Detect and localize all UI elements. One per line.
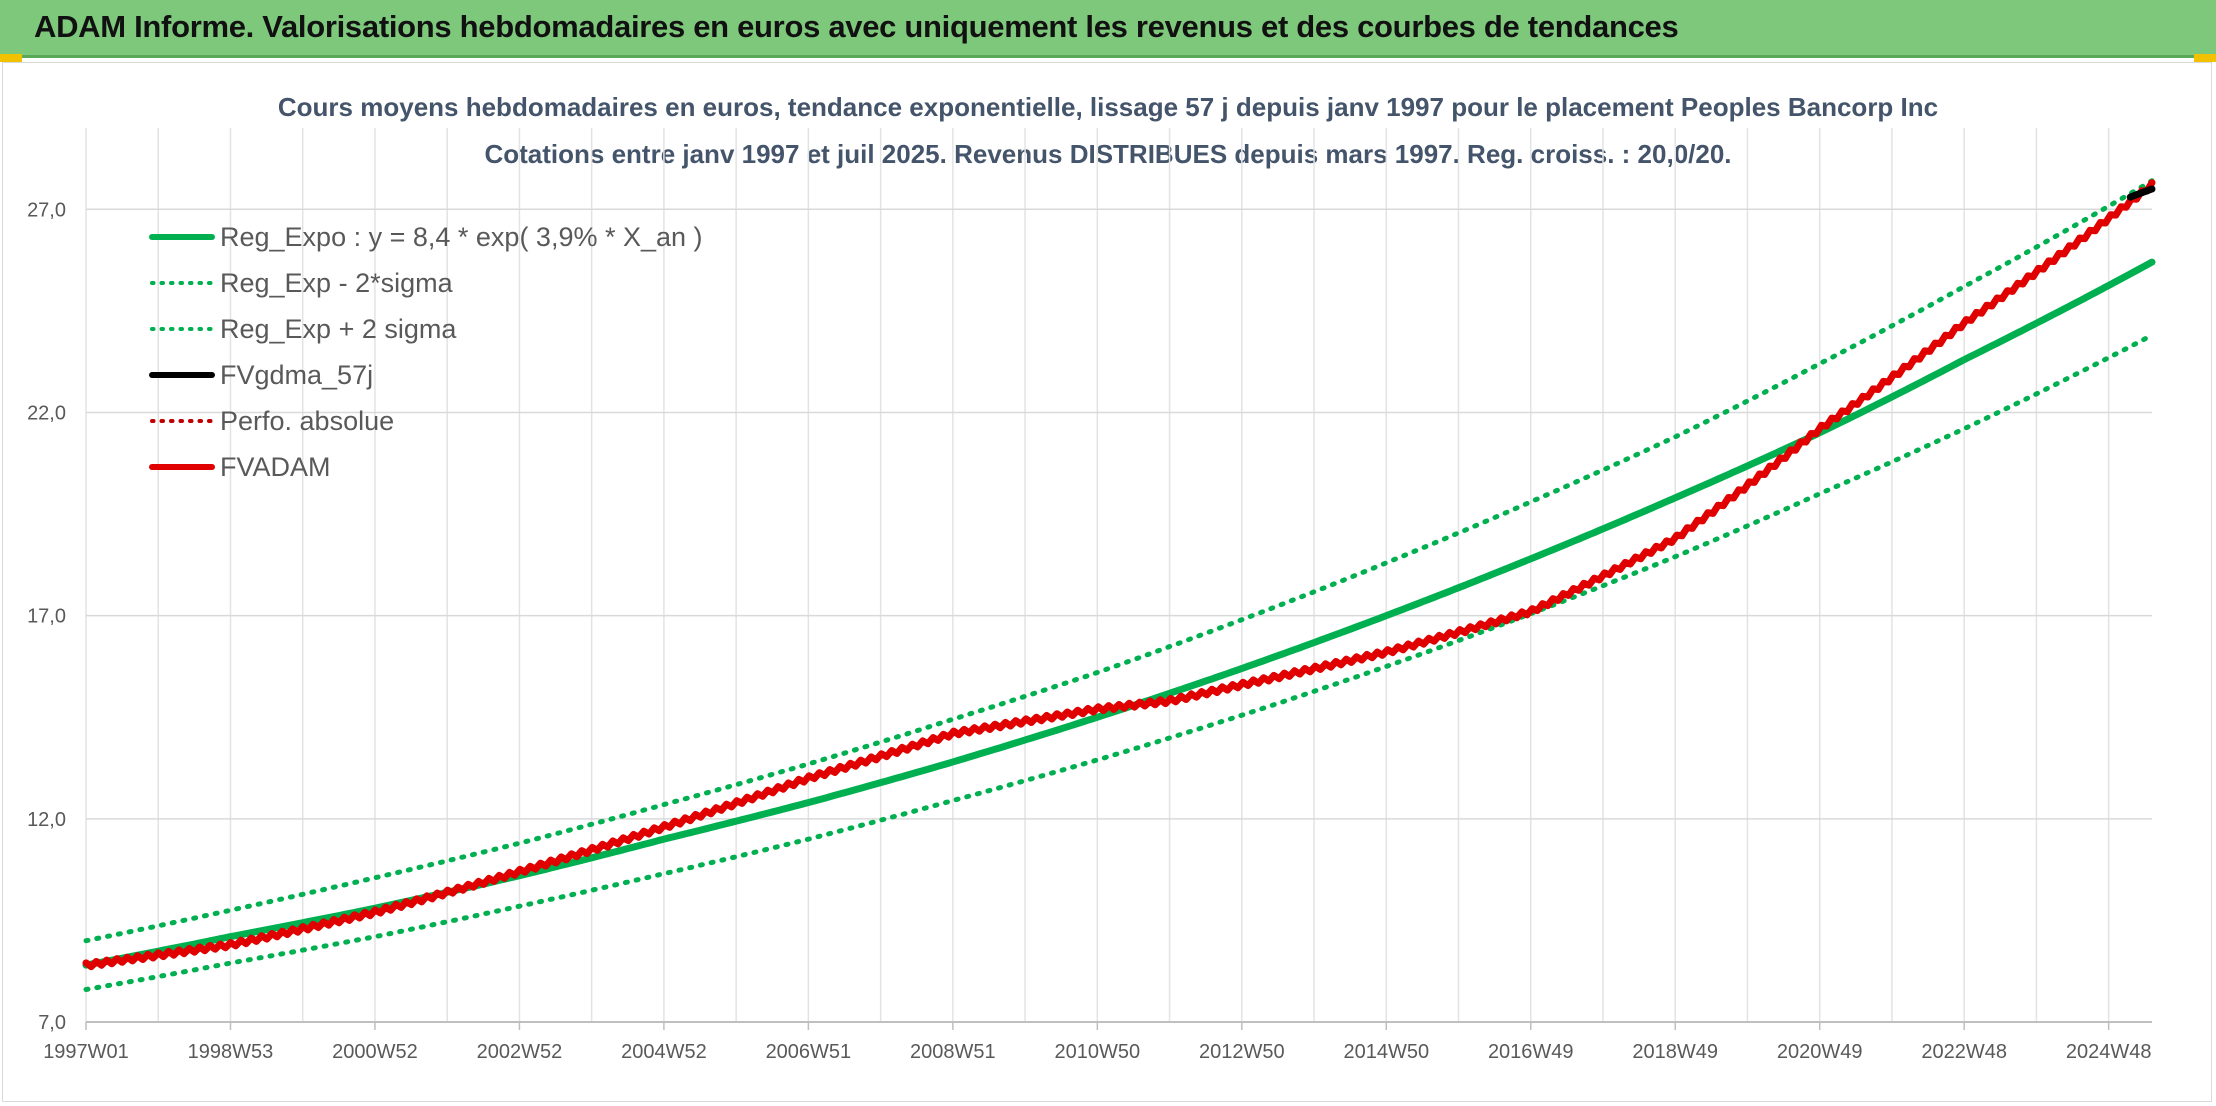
chart-subtitle: Cotations entre janv 1997 et juil 2025. … xyxy=(484,139,1732,169)
x-tick-label: 2024W48 xyxy=(2066,1041,2152,1063)
y-tick-label: 22,0 xyxy=(27,402,66,424)
x-tick-label: 2016W49 xyxy=(1488,1041,1574,1063)
header-corner-left xyxy=(0,54,22,62)
chart-legend: Reg_Expo : y = 8,4 * exp( 3,9% * X_an ) R… xyxy=(148,214,703,490)
legend-label: FVADAM xyxy=(220,451,331,482)
x-tick-label: 2004W52 xyxy=(621,1041,707,1063)
x-tick-label: 2000W52 xyxy=(332,1041,418,1063)
series-line-5 xyxy=(82,179,2156,971)
x-tick-label: 2014W50 xyxy=(1343,1041,1429,1063)
x-tick-label: 2010W50 xyxy=(1055,1041,1141,1063)
y-tick-label: 17,0 xyxy=(27,606,66,628)
legend-item: Perfo. absolue xyxy=(148,398,703,444)
x-tick-label: 1998W53 xyxy=(188,1041,274,1063)
x-tick-label: 2012W50 xyxy=(1199,1041,1285,1063)
y-tick-label: 27,0 xyxy=(27,199,66,221)
series-line-2 xyxy=(83,178,2155,944)
y-tick-label: 7,0 xyxy=(38,1012,66,1034)
legend-swatch xyxy=(148,273,216,293)
header-corner-right xyxy=(2194,54,2216,62)
legend-item: FVgdma_57j xyxy=(148,352,703,398)
report-title: ADAM Informe. Valorisations hebdomadaire… xyxy=(34,9,1679,44)
chart-frame xyxy=(2,62,2212,1102)
legend-item: FVADAM xyxy=(148,444,703,490)
x-tick-label: 2020W49 xyxy=(1777,1041,1863,1063)
legend-label: Reg_Exp - 2*sigma xyxy=(220,267,453,298)
series-line-1 xyxy=(83,332,2155,992)
legend-label: Reg_Expo : y = 8,4 * exp( 3,9% * X_an ) xyxy=(220,221,703,252)
legend-label: Reg_Exp + 2 sigma xyxy=(220,313,457,344)
legend-swatch xyxy=(148,227,216,247)
legend-label: Perfo. absolue xyxy=(220,405,395,436)
legend-item: Reg_Exp + 2 sigma xyxy=(148,306,703,352)
legend-item: Reg_Exp - 2*sigma xyxy=(148,260,703,306)
legend-swatch xyxy=(148,411,216,431)
chart-title: Cours moyens hebdomadaires en euros, ten… xyxy=(277,92,1939,122)
x-tick-label: 2006W51 xyxy=(766,1041,852,1063)
x-tick-label: 1997W01 xyxy=(43,1041,129,1063)
x-tick-label: 2008W51 xyxy=(910,1041,996,1063)
legend-swatch xyxy=(148,319,216,339)
legend-swatch xyxy=(148,365,216,385)
x-tick-label: 2002W52 xyxy=(477,1041,563,1063)
legend-item: Reg_Expo : y = 8,4 * exp( 3,9% * X_an ) xyxy=(148,214,703,260)
legend-swatch xyxy=(148,457,216,477)
y-tick-label: 12,0 xyxy=(27,809,66,831)
series-line-3 xyxy=(2126,185,2156,201)
x-tick-label: 2022W48 xyxy=(1921,1041,2007,1063)
legend-label: FVgdma_57j xyxy=(220,359,374,390)
x-tick-label: 2018W49 xyxy=(1632,1041,1718,1063)
report-header: ADAM Informe. Valorisations hebdomadaire… xyxy=(0,0,2216,62)
